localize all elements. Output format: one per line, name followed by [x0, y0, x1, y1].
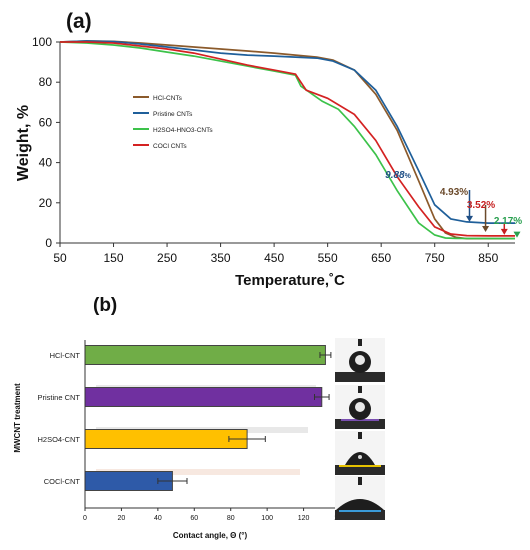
y-tick-label-a: 60 — [39, 115, 53, 129]
substrate — [335, 419, 385, 429]
residue-arrowhead — [500, 228, 508, 235]
droplet-image — [335, 476, 385, 520]
series-line-0 — [59, 40, 515, 240]
bar — [84, 387, 323, 407]
y-axis-title-b: MWCNT treatment — [13, 383, 22, 453]
droplet-highlight — [355, 402, 365, 412]
needle — [358, 386, 362, 393]
droplet-highlight — [355, 355, 365, 365]
needle — [358, 432, 362, 439]
y-axis-title-a: Weight, % — [15, 105, 32, 181]
residue-arrowhead — [466, 215, 473, 222]
x-tick-label-b: 40 — [154, 515, 162, 522]
x-tick-label-a: 250 — [157, 251, 177, 265]
residue-arrowhead — [482, 225, 490, 232]
category-label: COCl-CNT — [44, 477, 81, 486]
x-tick-label-b: 60 — [190, 515, 198, 522]
series-line-2 — [59, 41, 516, 240]
residue-label: 9.88% — [385, 170, 411, 181]
x-tick-label-b: 20 — [118, 515, 126, 522]
x-axis-title-a: Temperature,˚C — [235, 272, 345, 289]
panel-label-b: (b) — [93, 295, 117, 316]
substrate — [335, 465, 385, 475]
residue-label: 4.93% — [440, 187, 468, 198]
panel-label-a: (a) — [66, 10, 92, 33]
category-label: H2SO4-CNT — [37, 435, 80, 444]
substrate — [335, 510, 385, 520]
substrate-edge — [339, 465, 381, 467]
x-tick-label-a: 350 — [211, 251, 231, 265]
series-line-1 — [59, 40, 515, 224]
x-tick-label-b: 100 — [261, 515, 273, 522]
tga-chart: (a) 0 20 40 60 80 100 50 150 250 350 450 550 650 750 8… — [15, 10, 522, 289]
category-label: Pristine CNT — [37, 393, 80, 402]
x-tick-label-b: 120 — [298, 515, 310, 522]
x-tick-label-b: 0 — [83, 515, 87, 522]
contact-angle-chart: (b) HCl-CNT Pristine CNT H2SO4-CNT COCl-CNT… — [13, 295, 385, 540]
droplet-image — [335, 431, 385, 475]
droplet-image — [335, 338, 385, 382]
y-tick-label-a: 20 — [39, 196, 53, 210]
substrate-edge — [339, 510, 381, 512]
y-tick-label-a: 40 — [39, 156, 53, 170]
droplet-highlight — [358, 455, 362, 459]
x-tick-label-a: 550 — [318, 251, 338, 265]
bar-reflection — [96, 469, 300, 475]
droplet — [336, 499, 384, 510]
x-tick-label-a: 650 — [371, 251, 391, 265]
x-tick-label-a: 450 — [264, 251, 284, 265]
substrate — [335, 372, 385, 382]
x-tick-label-a: 50 — [53, 251, 67, 265]
droplet-images — [335, 338, 385, 520]
contact-angle-plot-area: HCl-CNT Pristine CNT H2SO4-CNT COCl-CNT 0 20 4… — [37, 340, 346, 522]
y-tick-label-a: 0 — [45, 236, 52, 250]
bar — [84, 345, 326, 365]
legend-label: Pristine CNTs — [153, 111, 193, 118]
x-tick-label-a: 750 — [425, 251, 445, 265]
residue-arrowhead — [513, 231, 521, 238]
needle — [358, 339, 362, 346]
y-tick-label-a: 100 — [32, 35, 52, 49]
needle — [358, 477, 362, 485]
category-label: HCl-CNT — [50, 351, 81, 360]
droplet-image — [335, 385, 385, 429]
legend-label: H2SO4-HNO3-CNTs — [153, 127, 213, 134]
residue-label: 3.52% — [467, 200, 495, 211]
residue-label: 2.17% — [494, 216, 522, 227]
x-axis-title-b: Contact angle, Θ (°) — [173, 531, 248, 540]
series-line-3 — [60, 41, 515, 237]
legend-label: COCl CNTs — [153, 143, 187, 150]
legend-label: HCl-CNTs — [153, 95, 183, 102]
x-tick-label-a: 150 — [104, 251, 124, 265]
tga-plot-area: 0 20 40 60 80 100 50 150 250 350 450 550 650 750 850 HC… — [32, 35, 522, 265]
y-tick-label-a: 80 — [39, 75, 53, 89]
x-tick-label-b: 80 — [227, 515, 235, 522]
bar — [84, 429, 248, 449]
x-tick-label-a: 850 — [478, 251, 498, 265]
